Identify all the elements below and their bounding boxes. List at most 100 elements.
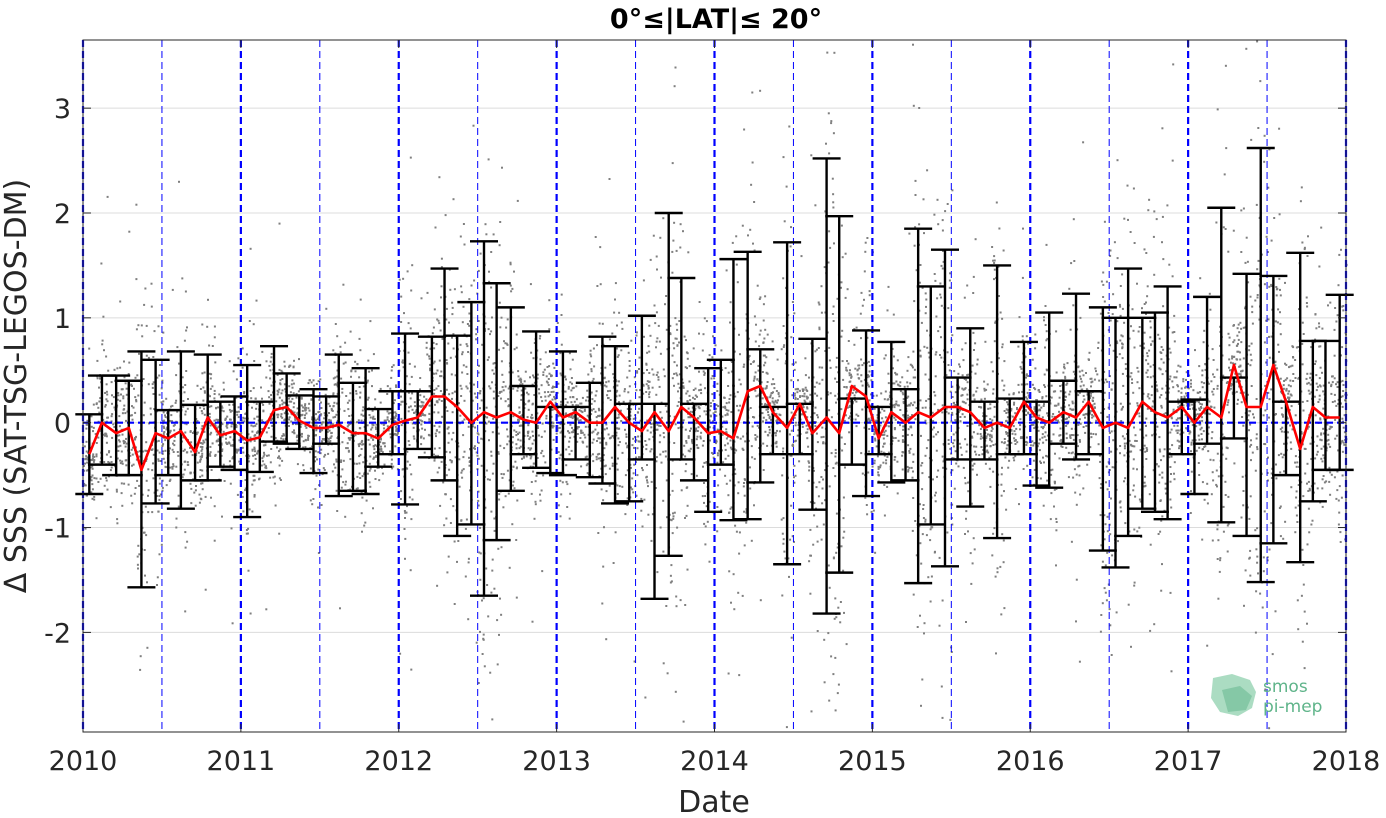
scatter-point bbox=[480, 399, 483, 402]
scatter-point bbox=[355, 392, 358, 395]
scatter-point bbox=[964, 482, 967, 485]
scatter-point bbox=[719, 468, 721, 471]
scatter-point bbox=[767, 408, 769, 410]
scatter-point bbox=[733, 448, 736, 451]
scatter-point bbox=[191, 454, 194, 457]
scatter-point bbox=[445, 318, 448, 321]
scatter-point bbox=[796, 434, 799, 437]
scatter-point bbox=[837, 606, 840, 609]
scatter-point bbox=[296, 420, 299, 423]
scatter-point bbox=[501, 166, 503, 169]
scatter-point bbox=[766, 381, 769, 383]
scatter-point bbox=[919, 264, 922, 266]
scatter-point bbox=[445, 450, 448, 453]
scatter-point bbox=[670, 564, 673, 567]
scatter-point bbox=[359, 396, 362, 399]
scatter-point bbox=[334, 376, 337, 379]
scatter-point bbox=[201, 482, 204, 485]
scatter-point bbox=[468, 456, 470, 459]
scatter-point bbox=[602, 454, 605, 457]
scatter-point bbox=[150, 282, 153, 285]
scatter-point bbox=[913, 401, 916, 404]
scatter-point bbox=[182, 405, 185, 408]
scatter-point bbox=[99, 477, 102, 480]
scatter-point bbox=[924, 312, 927, 315]
scatter-point bbox=[504, 342, 507, 345]
scatter-point bbox=[471, 425, 474, 428]
scatter-point bbox=[753, 416, 756, 419]
scatter-point bbox=[346, 447, 349, 450]
scatter-point bbox=[93, 455, 96, 458]
scatter-point bbox=[716, 461, 719, 464]
scatter-point bbox=[785, 185, 788, 188]
scatter-point bbox=[322, 421, 325, 424]
scatter-point bbox=[902, 414, 905, 417]
scatter-point bbox=[144, 574, 146, 577]
scatter-point bbox=[182, 473, 185, 476]
scatter-point bbox=[754, 437, 757, 440]
scatter-point bbox=[222, 463, 225, 466]
scatter-point bbox=[451, 397, 453, 400]
scatter-point bbox=[876, 455, 879, 458]
scatter-point bbox=[924, 292, 927, 295]
scatter-point bbox=[440, 296, 442, 299]
scatter-point bbox=[1003, 399, 1006, 401]
scatter-point bbox=[165, 484, 168, 487]
scatter-point bbox=[477, 457, 480, 460]
scatter-point bbox=[497, 395, 500, 397]
scatter-point bbox=[1026, 383, 1029, 386]
scatter-point bbox=[581, 440, 584, 443]
scatter-point bbox=[1026, 397, 1029, 400]
scatter-point bbox=[244, 489, 247, 492]
scatter-point bbox=[533, 381, 536, 384]
scatter-point bbox=[547, 378, 550, 380]
scatter-point bbox=[891, 347, 894, 350]
scatter-point bbox=[349, 488, 352, 491]
scatter-point bbox=[823, 266, 826, 269]
scatter-point bbox=[712, 452, 715, 455]
scatter-point bbox=[514, 460, 517, 463]
scatter-point bbox=[664, 450, 667, 453]
scatter-point bbox=[404, 537, 407, 540]
scatter-point bbox=[143, 549, 146, 551]
scatter-point bbox=[937, 431, 939, 434]
scatter-point bbox=[567, 387, 570, 390]
scatter-point bbox=[1003, 410, 1006, 412]
scatter-point bbox=[493, 587, 496, 590]
scatter-point bbox=[567, 385, 570, 388]
scatter-point bbox=[243, 442, 246, 445]
scatter-point bbox=[524, 370, 527, 373]
scatter-point bbox=[731, 241, 734, 244]
scatter-point bbox=[883, 431, 886, 434]
scatter-point bbox=[509, 284, 512, 287]
scatter-point bbox=[554, 398, 557, 401]
scatter-point bbox=[953, 439, 956, 442]
scatter-point bbox=[435, 343, 438, 346]
scatter-point bbox=[196, 384, 199, 387]
scatter-point bbox=[125, 387, 128, 390]
scatter-point bbox=[335, 489, 338, 492]
scatter-point bbox=[95, 453, 98, 456]
scatter-point bbox=[853, 394, 856, 397]
scatter-point bbox=[753, 315, 756, 318]
scatter-point bbox=[237, 449, 240, 452]
scatter-point bbox=[379, 387, 382, 390]
scatter-point bbox=[664, 455, 667, 458]
scatter-point bbox=[753, 360, 755, 363]
scatter-point bbox=[868, 385, 870, 388]
scatter-point bbox=[777, 391, 780, 394]
scatter-point bbox=[593, 365, 596, 368]
scatter-point bbox=[958, 386, 961, 389]
scatter-point bbox=[303, 407, 306, 410]
scatter-point bbox=[463, 399, 466, 402]
scatter-point bbox=[253, 448, 256, 450]
scatter-point bbox=[291, 423, 294, 426]
scatter-point bbox=[339, 345, 342, 348]
scatter-point bbox=[762, 341, 765, 344]
scatter-point bbox=[603, 526, 605, 529]
scatter-point bbox=[355, 390, 358, 393]
scatter-point bbox=[447, 342, 450, 345]
scatter-point bbox=[828, 699, 831, 702]
scatter-point bbox=[568, 352, 571, 355]
scatter-point bbox=[296, 423, 299, 426]
